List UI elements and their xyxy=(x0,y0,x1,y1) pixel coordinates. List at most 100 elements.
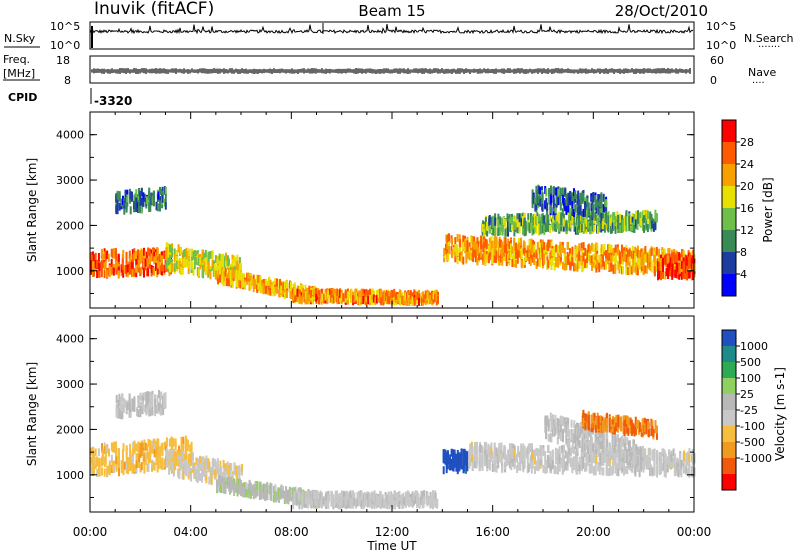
heatmap-cell xyxy=(135,197,138,206)
heatmap-cell xyxy=(612,265,615,274)
heatmap-cell xyxy=(252,491,255,500)
heatmap-cell xyxy=(204,257,207,266)
heatmap-cell xyxy=(101,456,104,465)
heatmap-cell xyxy=(173,452,175,461)
heatmap-cell xyxy=(488,225,491,234)
heatmap-cell xyxy=(584,247,587,256)
heatmap-cell xyxy=(126,189,129,198)
heatmap-cell xyxy=(574,253,577,262)
heatmap-cell xyxy=(135,204,138,213)
heatmap-cell xyxy=(163,264,166,273)
heatmap-cell xyxy=(347,290,350,299)
heatmap-cell xyxy=(548,196,551,205)
heatmap-cell xyxy=(482,223,484,232)
heatmap-cell xyxy=(497,227,500,236)
heatmap-cell xyxy=(184,259,186,268)
heatmap-cell xyxy=(379,491,382,500)
heatmap-cell xyxy=(236,471,239,479)
heatmap-cell xyxy=(299,496,302,504)
heatmap-cell xyxy=(258,283,261,291)
heatmap-cell xyxy=(309,490,312,499)
heatmap-cell xyxy=(222,471,225,480)
heatmap-cell xyxy=(368,493,371,501)
heatmap-cell xyxy=(117,270,120,279)
heatmap-cell xyxy=(237,279,240,288)
heatmap-cell xyxy=(242,273,245,282)
heatmap-cell xyxy=(531,219,534,228)
heatmap-cell xyxy=(224,463,227,472)
heatmap-cell xyxy=(473,249,476,258)
heatmap-cell xyxy=(104,457,107,466)
heatmap-cell xyxy=(334,294,337,303)
heatmap-cell xyxy=(573,188,575,197)
heatmap-cell xyxy=(236,488,239,497)
heatmap-cell xyxy=(159,203,161,212)
heatmap-cell xyxy=(600,206,603,215)
heatmap-cell xyxy=(568,215,571,224)
heatmap-cell xyxy=(659,262,662,271)
heatmap-cell xyxy=(266,482,269,491)
heatmap-cell xyxy=(569,248,571,257)
heatmap-cell xyxy=(280,285,283,294)
heatmap-cell xyxy=(482,236,485,245)
heatmap-cell xyxy=(396,499,399,508)
heatmap-cell xyxy=(90,457,93,466)
heatmap-cell xyxy=(627,250,630,259)
heatmap-cell xyxy=(131,268,134,277)
heatmap-cell xyxy=(336,490,338,499)
nsearch-label: N.Search xyxy=(744,32,794,45)
heatmap-cell xyxy=(371,288,374,297)
heatmap-cell xyxy=(133,464,136,473)
heatmap-cell xyxy=(327,500,330,509)
heatmap-cell xyxy=(207,251,210,260)
heatmap-cell xyxy=(227,476,230,485)
heatmap-cell xyxy=(616,247,619,256)
heatmap-cell xyxy=(288,489,291,498)
heatmap-cell xyxy=(448,245,450,254)
heatmap-cell xyxy=(331,295,334,304)
heatmap-cell xyxy=(597,200,600,209)
heatmap-cell xyxy=(462,235,465,244)
heatmap-cell xyxy=(169,244,171,253)
heatmap-cell xyxy=(332,288,335,297)
heatmap-cell xyxy=(560,212,563,221)
heatmap-cell xyxy=(437,295,439,304)
heatmap-cell xyxy=(151,459,153,468)
heatmap-cell xyxy=(573,208,575,217)
heatmap-cell xyxy=(571,246,574,255)
heatmap-cell xyxy=(614,217,617,226)
heatmap-cell xyxy=(621,252,624,261)
heatmap-cell xyxy=(192,452,194,461)
heatmap-cell xyxy=(120,465,123,474)
heatmap-cell xyxy=(223,467,226,476)
heatmap-cell xyxy=(623,222,626,231)
heatmap-cell xyxy=(603,224,606,233)
heatmap-cell xyxy=(184,465,186,474)
heatmap-cell xyxy=(538,218,540,227)
heatmap-cell xyxy=(358,297,361,306)
heatmap-cell xyxy=(586,198,589,206)
heatmap-cell xyxy=(332,494,335,503)
heatmap-cell xyxy=(135,443,138,452)
heatmap-cell xyxy=(633,225,636,233)
heatmap-cell xyxy=(491,221,493,230)
heatmap-cell xyxy=(383,290,386,299)
heatmap-cell xyxy=(117,253,120,262)
heatmap-cell xyxy=(418,297,420,306)
heatmap-cell xyxy=(371,296,374,305)
heatmap-cell xyxy=(197,458,200,467)
heatmap-cell xyxy=(165,242,168,251)
heatmap-cell xyxy=(267,287,270,296)
heatmap-cell xyxy=(155,252,157,261)
heatmap-cell xyxy=(678,266,681,275)
heatmap-cell xyxy=(413,290,416,299)
heatmap-cell xyxy=(366,499,369,508)
heatmap-cell xyxy=(202,249,205,258)
heatmap-cell xyxy=(688,270,691,279)
heatmap-cell xyxy=(135,250,138,259)
heatmap-cell xyxy=(655,246,658,255)
heatmap-cell xyxy=(665,268,668,276)
heatmap-cell xyxy=(303,292,306,301)
heatmap-cell xyxy=(462,256,465,265)
